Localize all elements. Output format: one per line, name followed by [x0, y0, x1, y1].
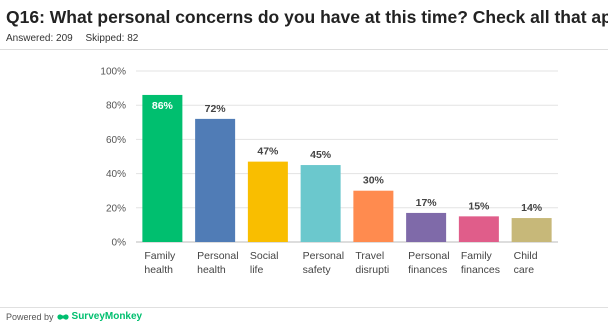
- x-tick-label: disrupti: [355, 264, 389, 276]
- x-tick-label: finances: [408, 264, 447, 276]
- bar: [247, 161, 288, 242]
- x-tick-label: Personal: [408, 250, 449, 262]
- footer-divider: [0, 307, 608, 308]
- data-label: 15%: [468, 200, 490, 212]
- data-label: 14%: [521, 202, 543, 214]
- powered-by-label: Powered by: [6, 311, 54, 322]
- bar: [511, 218, 552, 242]
- data-label: 30%: [363, 175, 385, 187]
- x-tick-label: Personal: [197, 250, 238, 262]
- y-tick-label: 60%: [106, 135, 126, 146]
- surveymonkey-logo-icon: [56, 313, 69, 320]
- x-tick-label: health: [144, 264, 173, 276]
- data-label: 17%: [416, 197, 438, 209]
- data-label: 72%: [205, 103, 227, 115]
- surveymonkey-brand[interactable]: SurveyMonkey: [71, 311, 143, 322]
- bar: [458, 216, 499, 242]
- skipped-count: Skipped: 82: [85, 33, 139, 44]
- bar: [353, 190, 394, 242]
- answered-count: Answered: 209: [6, 33, 73, 44]
- x-tick-label: life: [250, 264, 264, 276]
- x-tick-label: Family: [461, 250, 493, 262]
- data-label: 86%: [152, 100, 174, 112]
- x-tick-label: Social: [250, 250, 279, 262]
- y-tick-label: 40%: [106, 169, 126, 180]
- y-tick-label: 20%: [106, 203, 126, 214]
- bar: [300, 165, 341, 242]
- bar: [142, 94, 183, 242]
- x-tick-label: care: [514, 264, 535, 276]
- y-tick-label: 0%: [112, 238, 127, 249]
- x-tick-label: Family: [144, 250, 176, 262]
- data-label: 47%: [257, 146, 279, 158]
- bar: [406, 212, 447, 242]
- data-label: 45%: [310, 149, 332, 161]
- y-tick-label: 100%: [100, 67, 126, 78]
- header-divider: [0, 49, 608, 50]
- y-tick-label: 80%: [106, 101, 126, 112]
- x-tick-label: Personal: [303, 250, 344, 262]
- x-tick-label: safety: [303, 264, 332, 276]
- x-tick-label: health: [197, 264, 226, 276]
- bar-chart: 0% 20% 40% 60% 80% 100% 86% Family health 72% Pers…: [100, 67, 558, 276]
- response-stats: Answered: 209 Skipped: 82: [6, 33, 148, 44]
- question-title: Q16: What personal concerns do you have …: [6, 7, 608, 27]
- bar: [195, 118, 236, 242]
- x-tick-label: Child: [514, 250, 538, 262]
- x-tick-label: finances: [461, 264, 500, 276]
- x-tick-label: Travel: [355, 250, 384, 262]
- footer: Powered by SurveyMonkey: [6, 311, 142, 322]
